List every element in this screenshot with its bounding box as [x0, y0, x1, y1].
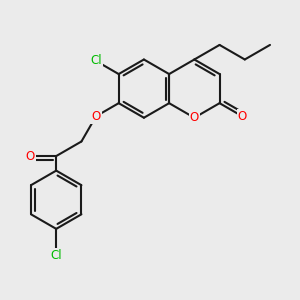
Text: O: O — [190, 111, 199, 124]
Text: Cl: Cl — [90, 54, 102, 68]
Text: Cl: Cl — [50, 249, 62, 262]
Text: O: O — [92, 110, 100, 123]
Text: O: O — [26, 150, 34, 163]
Text: O: O — [238, 110, 247, 123]
